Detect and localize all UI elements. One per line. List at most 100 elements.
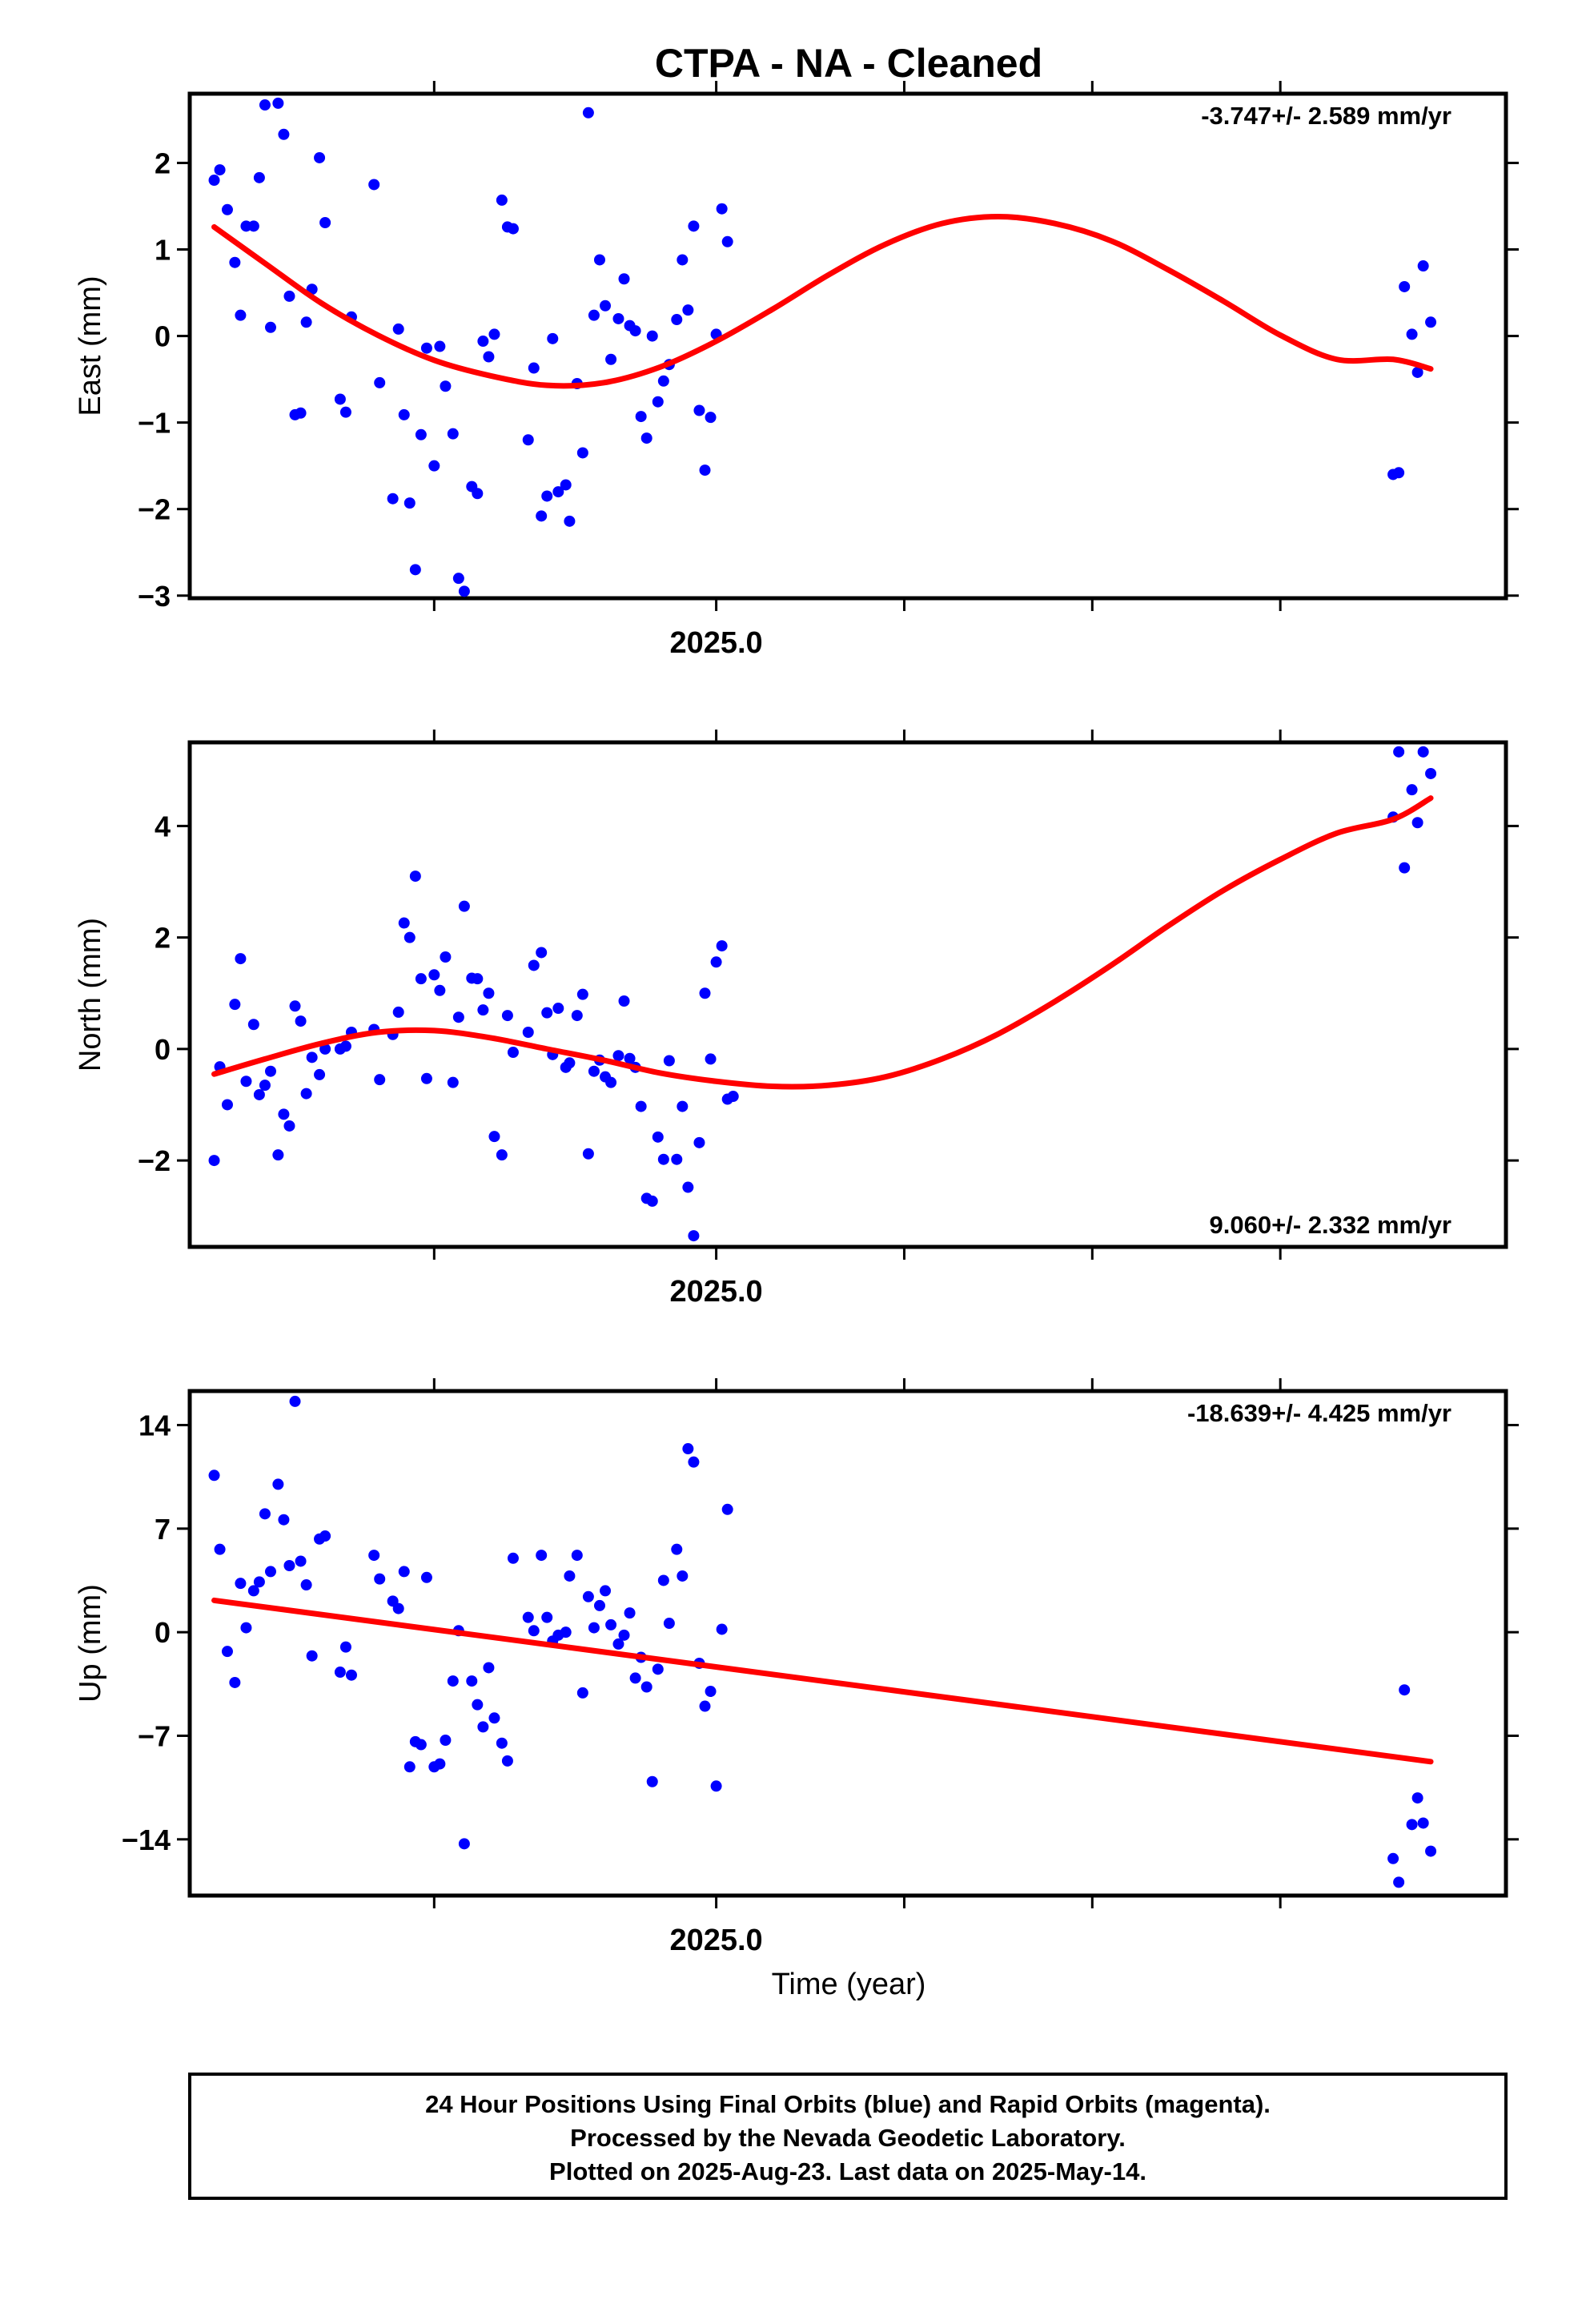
data-point: [560, 1626, 572, 1638]
data-point: [536, 510, 548, 522]
data-point: [588, 1065, 600, 1077]
data-point: [483, 351, 495, 363]
data-point: [1411, 366, 1423, 378]
data-point: [528, 1625, 540, 1637]
data-point: [1425, 1845, 1437, 1857]
plot-frame: [187, 740, 1508, 1249]
x-tick-label: 2025.0: [669, 1275, 762, 1309]
data-point: [721, 235, 733, 247]
data-point: [466, 1675, 478, 1687]
data-point: [605, 353, 617, 365]
data-point: [693, 1136, 705, 1148]
data-point: [319, 217, 331, 229]
y-axis-label: East (mm): [74, 275, 107, 416]
y-tick-label: 2: [155, 147, 171, 179]
y-tick-label: 2: [155, 922, 171, 955]
data-point: [1406, 784, 1418, 796]
data-point: [536, 1550, 548, 1562]
data-point: [605, 1076, 617, 1088]
data-point: [339, 406, 351, 418]
data-point: [208, 1155, 220, 1167]
data-point: [488, 328, 500, 340]
data-point: [657, 1153, 669, 1165]
data-point: [458, 585, 470, 597]
data-point: [472, 1699, 484, 1711]
data-point: [564, 1570, 576, 1582]
y-tick-label: −14: [122, 1823, 171, 1856]
data-point: [646, 330, 658, 342]
data-point: [629, 325, 641, 337]
data-point: [409, 564, 421, 576]
data-point: [477, 1721, 489, 1733]
data-point: [541, 1007, 553, 1019]
data-point: [541, 490, 553, 502]
data-point: [528, 362, 540, 374]
data-point: [229, 256, 241, 268]
data-point: [576, 1687, 588, 1699]
data-point: [582, 107, 594, 119]
data-point: [618, 995, 630, 1007]
y-axis-label: Up (mm): [74, 1584, 107, 1703]
data-point: [1399, 862, 1411, 874]
data-point: [415, 1739, 427, 1751]
data-point: [618, 273, 630, 285]
data-point: [507, 1047, 519, 1059]
data-point: [576, 447, 588, 459]
data-point: [295, 1555, 307, 1567]
data-point: [1425, 767, 1437, 779]
rate-annotation: -3.747+/- 2.589 mm/yr: [1201, 102, 1452, 130]
data-point: [522, 1611, 534, 1623]
data-point: [605, 1618, 617, 1630]
y-tick-label: −1: [138, 407, 171, 440]
data-point: [646, 1775, 658, 1787]
data-point: [629, 1672, 641, 1684]
data-point: [612, 1050, 624, 1062]
data-point: [727, 1091, 739, 1103]
data-point: [522, 1026, 534, 1038]
data-point: [272, 1478, 284, 1490]
data-point: [247, 220, 259, 232]
data-point: [247, 1585, 259, 1597]
rate-annotation: 9.060+/- 2.332 mm/yr: [1210, 1211, 1452, 1239]
data-point: [339, 1641, 351, 1653]
y-tick-label: 0: [155, 320, 171, 353]
data-point: [576, 988, 588, 1000]
x-axis-label: Time (year): [772, 1968, 926, 2001]
data-point: [264, 321, 276, 333]
data-point: [208, 1470, 220, 1482]
data-point: [652, 1131, 664, 1143]
data-point: [657, 1574, 669, 1586]
data-point: [624, 1607, 636, 1619]
data-point: [398, 408, 410, 420]
data-point: [541, 1611, 553, 1623]
data-point: [420, 1571, 432, 1583]
data-point: [1417, 260, 1429, 272]
data-point: [235, 1578, 247, 1590]
data-point: [705, 412, 717, 424]
data-point: [306, 1051, 318, 1063]
data-point: [283, 1560, 295, 1572]
data-point: [488, 1131, 500, 1143]
data-point: [447, 1675, 459, 1687]
data-point: [1425, 316, 1437, 328]
data-point: [229, 1676, 241, 1688]
data-point: [571, 1010, 583, 1022]
data-point: [600, 300, 612, 312]
data-point: [705, 1053, 717, 1065]
data-point: [1393, 1876, 1405, 1888]
y-axis-label: North (mm): [74, 918, 107, 1072]
data-point: [420, 342, 432, 354]
data-point: [688, 1456, 700, 1468]
data-point: [635, 411, 647, 423]
footer-line-2: Processed by the Nevada Geodetic Laborat…: [570, 2124, 1126, 2152]
panel-east: −3 −2 −1 0 1 2 2025.0 East (mm) -3.747+/- 2.589 …: [74, 81, 1519, 660]
data-point: [612, 1638, 624, 1650]
data-point: [1406, 1819, 1418, 1831]
data-point: [229, 999, 241, 1011]
data-point: [452, 573, 464, 585]
data-point: [483, 1662, 495, 1674]
data-point: [247, 1019, 259, 1031]
data-point: [705, 1686, 717, 1698]
data-point: [409, 870, 421, 883]
y-tick-label: 0: [155, 1033, 171, 1066]
